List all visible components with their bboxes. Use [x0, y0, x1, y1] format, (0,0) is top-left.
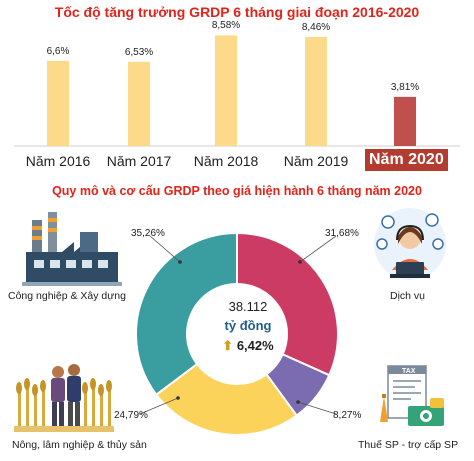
donut-hole: [188, 285, 286, 383]
donut-center-unit: tỷ đồng: [224, 318, 272, 333]
leader-line-3: [297, 401, 337, 415]
slice-label-tax: 8,27%: [333, 410, 362, 421]
bar-category-label-3: Năm 2019: [283, 153, 349, 169]
donut-slice-0: [236, 231, 339, 377]
donut-chart-title: Quy mô và cơ cấu GRDP theo giá hiện hành…: [52, 184, 422, 198]
bar-3: [305, 36, 327, 146]
bar-value-label-1: 6,53%: [124, 46, 154, 58]
arrow-up-icon: ⬆: [222, 338, 234, 353]
bar-chart-title: Tốc độ tăng trưởng GRDP 6 tháng giai đoạ…: [54, 4, 420, 20]
donut-slice-3: [135, 231, 238, 397]
sector-name-services: Dịch vụ: [390, 290, 426, 302]
donut-center-growth: 6,42%: [236, 338, 274, 353]
sector-name-tax: Thuế SP - trợ cấp SP: [358, 439, 459, 451]
leader-line-2: [139, 397, 179, 415]
bar-value-label-0: 6,6%: [46, 45, 70, 57]
leader-dot-1: [298, 260, 302, 264]
bar-value-label-2: 8,58%: [211, 20, 241, 32]
tax-document-icon: TAX: [380, 365, 444, 426]
slice-label-agriculture: 24,79%: [114, 410, 148, 421]
call-center-icon: [374, 208, 446, 280]
bar-category-label-1: Năm 2017: [106, 153, 172, 169]
slice-label-industry: 35,26%: [131, 228, 165, 239]
bar-0: [47, 60, 69, 146]
leader-dot-2: [176, 396, 180, 400]
bar-value-label-3: 8,46%: [301, 21, 331, 33]
bar-4: [394, 96, 416, 146]
bar-2: [215, 35, 237, 147]
bar-category-label-0: Năm 2016: [25, 153, 91, 169]
factory-icon: [22, 212, 122, 286]
donut-center-growth-row: ⬆ 6,42%: [188, 338, 308, 354]
leader-line-1: [299, 235, 337, 263]
tax-document-text: TAX: [402, 368, 416, 375]
sector-name-agriculture: Nông, lâm nghiệp & thủy sản: [12, 439, 147, 451]
bar-category-label-2: Năm 2018: [193, 153, 259, 169]
leader-dot-0: [178, 260, 182, 264]
slice-label-services: 31,68%: [325, 228, 359, 239]
donut-slice-2: [154, 362, 299, 436]
bar-chart: [14, 35, 460, 147]
leader-dot-3: [296, 400, 300, 404]
sector-name-industry: Công nghiệp & Xây dựng: [8, 290, 126, 302]
bar-category-label-4: Năm 2020: [365, 149, 448, 171]
bar-value-label-4: 3,81%: [390, 81, 420, 93]
bar-1: [128, 61, 150, 146]
donut-center-total: 38.112: [228, 299, 268, 314]
donut-center: 38.112 tỷ đồng ⬆ 6,42%: [188, 299, 308, 354]
leader-line-0: [149, 235, 181, 263]
farmers-icon: [14, 364, 114, 432]
